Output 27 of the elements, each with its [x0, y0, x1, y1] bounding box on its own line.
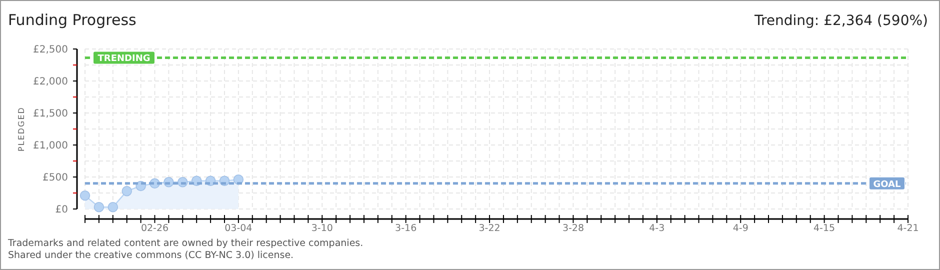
x-tick-label: 4-3: [649, 223, 665, 234]
x-tick-label: 3-10: [311, 223, 333, 234]
y-tick-label: £2,000: [33, 76, 68, 88]
y-axis-title: PLEDGED: [17, 106, 26, 152]
ref-line-label: TRENDING: [98, 54, 150, 64]
y-tick-label: £1,000: [33, 140, 68, 152]
point: [108, 202, 118, 212]
x-tick-label: 4-9: [732, 223, 748, 234]
point: [94, 202, 104, 212]
y-tick-label: £1,500: [33, 108, 68, 120]
y-tick-label: £500: [42, 172, 68, 184]
y-tick-label: £0: [55, 204, 68, 216]
x-tick-label: 3-28: [562, 223, 584, 234]
y-tick-label: £2,500: [33, 44, 68, 56]
point: [80, 190, 90, 201]
text: Shared under the creative commons (CC BY-NC 3.0) license.: [8, 250, 294, 261]
chart-title: Funding Progress: [8, 11, 137, 29]
x-tick-label: 3-16: [395, 223, 417, 234]
x-tick-label: 03-04: [224, 223, 252, 234]
ref-line-label: GOAL: [873, 180, 902, 190]
text: Trademarks and related content are owned by their respective companies.: [7, 238, 364, 249]
text: Trending: £2,364 (590%): [753, 13, 928, 29]
x-tick-label: 4-21: [897, 223, 919, 234]
x-tick-label: 4-15: [814, 223, 836, 234]
x-tick-label: 3-22: [478, 223, 500, 234]
point: [122, 186, 132, 196]
x-tick-label: 02-26: [140, 223, 169, 234]
